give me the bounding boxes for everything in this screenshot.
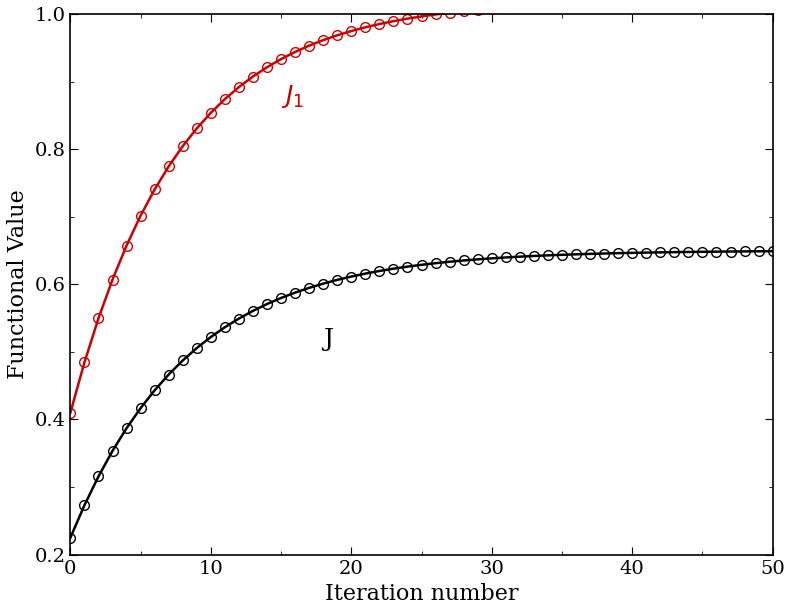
Text: J: J — [323, 329, 333, 351]
X-axis label: Iteration number: Iteration number — [325, 583, 518, 605]
Text: $J_1$: $J_1$ — [281, 83, 304, 110]
Y-axis label: Functional Value: Functional Value — [7, 190, 29, 379]
